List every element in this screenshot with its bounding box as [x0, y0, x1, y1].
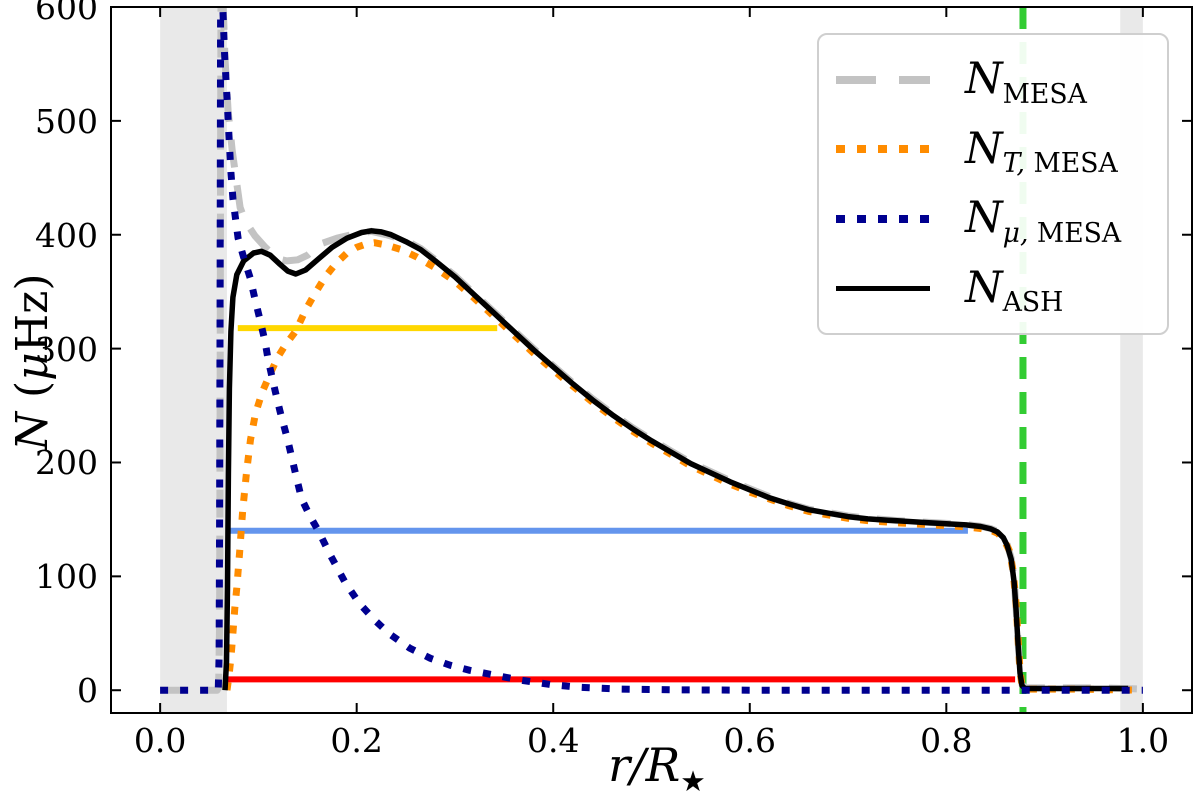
gray-dashed-line-sample	[836, 75, 930, 84]
navy-dotted-line-sample	[836, 214, 930, 223]
y-tick-label-500: 500	[35, 101, 98, 141]
black-solid-line-sample	[836, 285, 930, 291]
curve-N_ASH	[222, 228, 1129, 692]
legend-label: Nμ, MESA	[965, 193, 1122, 249]
legend-label: NASH	[965, 262, 1064, 319]
x-tick-label-0.8: 0.8	[920, 721, 973, 760]
curve-N_MESA	[160, 7, 1144, 694]
y-tick-label-100: 100	[35, 557, 98, 597]
x-tick-label-0.2: 0.2	[330, 721, 383, 760]
legend-label: NT, MESA	[965, 123, 1118, 180]
shaded-band-0	[160, 7, 227, 713]
y-tick-label-600: 600	[35, 0, 98, 27]
x-tick-label-0.4: 0.4	[526, 721, 580, 760]
legend-entry-n-ash: NASH	[819, 262, 1167, 319]
y-tick-label-200: 200	[35, 443, 98, 483]
legend: NMESA NT, MESA Nμ, MESA NASH	[817, 33, 1169, 335]
y-tick-label-0: 0	[77, 671, 98, 711]
orange-dotted-line-sample	[836, 145, 930, 154]
curve-N_mu_MESA	[160, 7, 1143, 694]
star-subscript: ★	[680, 764, 706, 798]
x-tick-label-0.6: 0.6	[723, 721, 777, 760]
legend-label: NMESA	[965, 54, 1087, 110]
y-tick-label-400: 400	[35, 215, 98, 255]
legend-entry-n-mu-mesa: Nμ, MESA	[819, 193, 1167, 249]
legend-entry-n-t-mesa: NT, MESA	[819, 123, 1167, 180]
legend-entry-n-mesa: NMESA	[819, 54, 1167, 110]
x-tick-label-0.0: 0.0	[133, 721, 187, 760]
x-axis-label: r/R★	[608, 738, 706, 798]
axes-spines	[110, 6, 1193, 714]
x-tick-label-1.0: 1.0	[1116, 721, 1170, 760]
y-tick-label-300: 300	[35, 329, 98, 369]
plot-contents	[160, 7, 1144, 713]
